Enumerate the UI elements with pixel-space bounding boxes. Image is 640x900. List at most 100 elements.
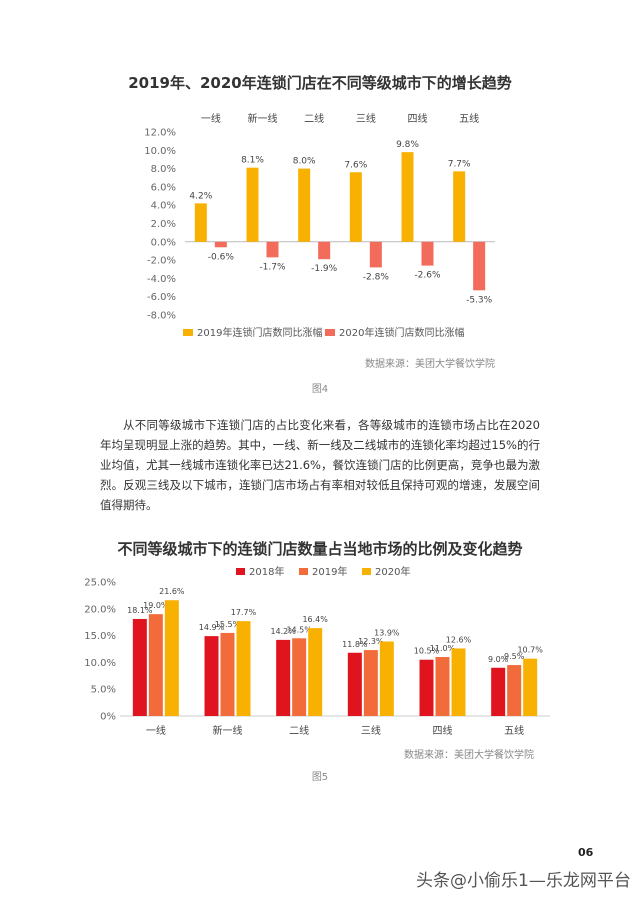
data-label: 11.8% <box>342 640 368 649</box>
bar-2019年 <box>435 657 450 716</box>
legend-swatch <box>183 329 193 336</box>
data-label: 12.6% <box>446 635 472 644</box>
data-label: 21.6% <box>159 587 185 596</box>
bar-2019 <box>194 203 207 242</box>
bar-2020 <box>421 241 434 266</box>
data-label: -0.6% <box>208 252 235 262</box>
bar-2019年 <box>507 665 522 716</box>
chart2-title: 不同等级城市下的连锁门店数量占当地市场的比例及变化趋势 <box>117 540 523 558</box>
legend-swatch <box>299 568 308 575</box>
legend-label: 2020年连锁门店数同比涨幅 <box>339 326 464 339</box>
bar-2018年 <box>419 659 434 716</box>
bar-2020 <box>318 241 331 260</box>
data-label: 9.0% <box>488 655 509 664</box>
y-tick-label: 4.0% <box>151 201 176 212</box>
y-tick-label: 2.0% <box>151 219 176 230</box>
y-tick-label: 8.0% <box>151 164 176 175</box>
bar-2020年 <box>308 628 323 716</box>
chart2-share-bar-chart: 25.0% 20.0% 15.0% 10.0% 5.0% 0% 一线 新一线 二线 三线 四线 五线 1… <box>84 565 550 737</box>
data-label: -2.8% <box>363 272 390 282</box>
bar-2020 <box>473 241 486 291</box>
bar-2018年 <box>491 667 506 716</box>
data-label: 9.5% <box>504 652 525 661</box>
category-label: 四线 <box>433 724 453 737</box>
data-label: 16.4% <box>302 615 328 624</box>
data-label: -1.7% <box>259 262 286 272</box>
data-label: 4.2% <box>189 191 212 201</box>
y-tick-label: -8.0% <box>147 311 176 322</box>
bar-2020年 <box>164 600 179 716</box>
data-label: 14.2% <box>270 627 296 636</box>
bar-2020年 <box>451 648 466 716</box>
y-tick-label: 0.0% <box>151 237 176 248</box>
data-label: -2.6% <box>414 271 441 281</box>
data-label: 17.7% <box>231 608 257 617</box>
bar-2019年 <box>292 638 307 716</box>
data-label: 19.0% <box>143 601 169 610</box>
y-tick-label: -4.0% <box>147 274 176 285</box>
category-label: 三线 <box>356 112 376 125</box>
bar-2019年 <box>220 632 235 716</box>
data-label: 15.5% <box>215 620 241 629</box>
y-tick-label: 20.0% <box>84 604 116 615</box>
bar-2018年 <box>276 639 291 716</box>
category-label: 新一线 <box>213 724 243 737</box>
category-label: 二线 <box>304 112 324 125</box>
data-label: 10.7% <box>517 646 543 655</box>
y-tick-label: 6.0% <box>151 182 176 193</box>
y-tick-label: 25.0% <box>84 578 116 589</box>
bar-2019 <box>298 168 311 242</box>
bar-2019年 <box>363 650 378 716</box>
category-label: 二线 <box>289 724 309 737</box>
data-label: 12.3% <box>358 637 384 646</box>
legend-label: 2019年连锁门店数同比涨幅 <box>197 326 322 339</box>
data-label: 11.0% <box>430 644 456 653</box>
category-label: 四线 <box>408 112 428 125</box>
category-label: 新一线 <box>248 112 278 125</box>
y-tick-label: -6.0% <box>147 292 176 303</box>
chart1-growth-bar-chart: 12.0% 10.0% 8.0% 6.0% 4.0% 2.0% 0.0% -2.0% -4.0%… <box>144 112 495 339</box>
bar-2018年 <box>204 636 219 716</box>
category-label: 三线 <box>361 724 381 737</box>
bar-2020 <box>266 241 279 258</box>
watermark-text: 头条@小偷乐1—乐龙网平台 <box>416 871 631 891</box>
y-tick-label: 10.0% <box>144 146 176 157</box>
chart1-caption: 图4 <box>311 384 329 395</box>
bar-2018年 <box>132 618 147 716</box>
data-label: 14.9% <box>199 623 225 632</box>
bar-2018年 <box>347 652 362 716</box>
y-tick-label: 5.0% <box>91 685 116 696</box>
bar-2019 <box>453 171 466 242</box>
chart1-source: 数据来源：美团大学餐饮学院 <box>365 359 495 370</box>
bar-2020 <box>214 241 227 248</box>
y-tick-label: 12.0% <box>144 128 176 139</box>
legend-label: 2020年 <box>375 565 410 578</box>
bar-2019 <box>349 172 362 242</box>
y-tick-label: 0% <box>100 712 116 723</box>
chart1-title: 2019年、2020年连锁门店在不同等级城市下的增长趋势 <box>128 74 512 92</box>
y-tick-label: 15.0% <box>84 631 116 642</box>
chart2-caption: 图5 <box>311 772 329 783</box>
legend-label: 2018年 <box>249 565 284 578</box>
data-label: 13.9% <box>374 628 400 637</box>
data-label: -5.3% <box>466 295 493 305</box>
data-label: 7.7% <box>448 159 471 169</box>
data-label: 14.5% <box>286 625 312 634</box>
analysis-paragraph: 从不同等级城市下连锁门店的占比变化来看，各等级城市的连锁市场占比在2020年均呈… <box>100 418 540 512</box>
legend-swatch <box>236 568 245 575</box>
bar-2020年 <box>236 621 251 716</box>
legend-swatch <box>325 329 335 336</box>
y-tick-label: -2.0% <box>147 256 176 267</box>
bar-2019年 <box>148 614 163 716</box>
data-label: 10.5% <box>414 647 440 656</box>
legend-label: 2019年 <box>312 565 347 578</box>
page-number: 06 <box>578 846 594 859</box>
category-label: 五线 <box>459 112 479 125</box>
category-label: 五线 <box>504 724 524 737</box>
chart2-source: 数据来源：美团大学餐饮学院 <box>404 750 534 761</box>
data-label: 7.6% <box>344 160 367 170</box>
data-label: -1.9% <box>311 264 338 274</box>
bar-2019 <box>246 167 259 242</box>
bar-2019 <box>401 152 414 242</box>
category-label: 一线 <box>201 112 221 125</box>
